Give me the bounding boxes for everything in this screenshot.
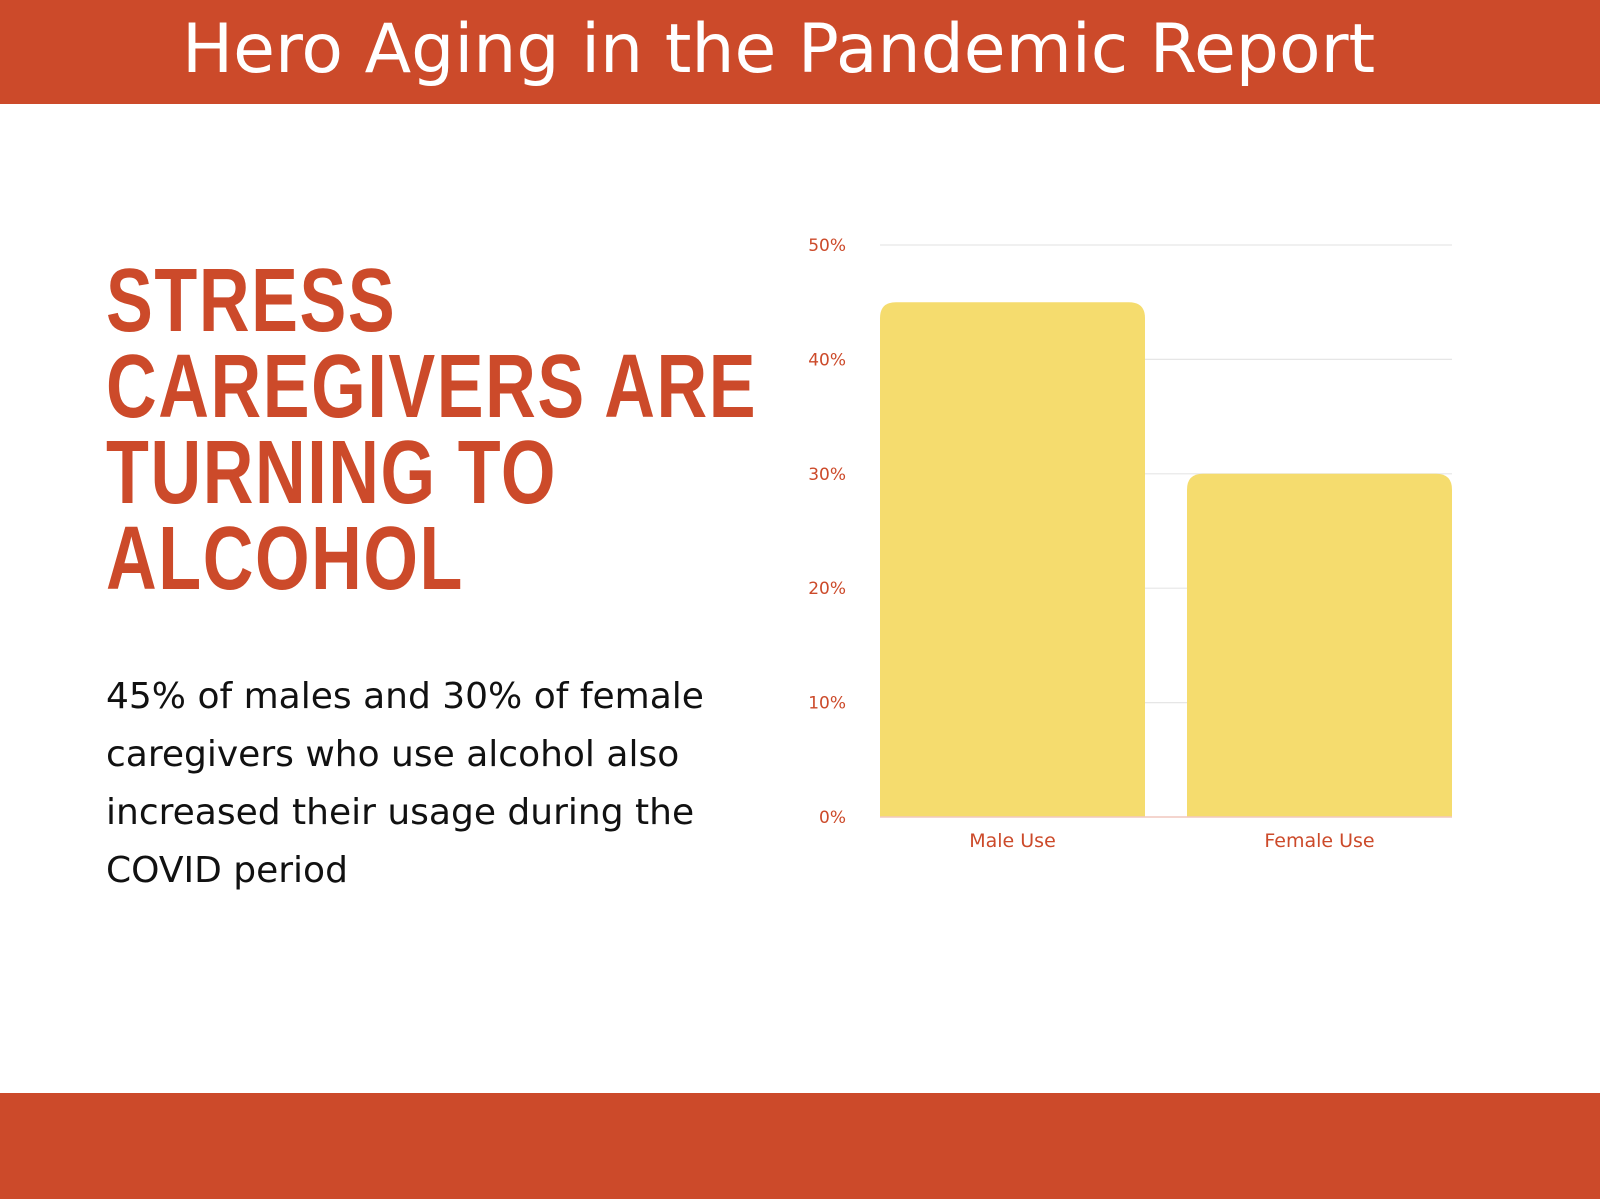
y-tick-label: 40% bbox=[808, 350, 846, 370]
body-text: 45% of males and 30% of female caregiver… bbox=[106, 676, 704, 891]
bar-chart: 0% 10% 20% 30% 40% 50% Male Use Female Use bbox=[808, 236, 1452, 852]
bar-female-use bbox=[1187, 473, 1452, 817]
y-tick-label: 10% bbox=[808, 694, 846, 714]
y-tick-label: 0% bbox=[819, 808, 846, 828]
y-tick-label: 50% bbox=[808, 236, 846, 256]
header-band bbox=[0, 0, 1600, 104]
footer-band bbox=[0, 1093, 1600, 1199]
headline-line-2: CAREGIVERS ARE bbox=[106, 337, 758, 437]
x-tick-label: Female Use bbox=[1264, 830, 1374, 852]
headline-line-3: TURNING TO bbox=[106, 423, 558, 523]
headline-line-4: ALCOHOL bbox=[106, 509, 464, 609]
bar-male-use bbox=[880, 302, 1145, 817]
y-tick-label: 20% bbox=[808, 579, 846, 599]
report-title: Hero Aging in the Pandemic Report bbox=[182, 10, 1376, 89]
y-tick-label: 30% bbox=[808, 465, 846, 485]
headline-line-1: STRESS bbox=[106, 251, 397, 351]
x-tick-label: Male Use bbox=[969, 830, 1056, 852]
headline: STRESS CAREGIVERS ARE TURNING TO ALCOHOL bbox=[106, 251, 758, 609]
